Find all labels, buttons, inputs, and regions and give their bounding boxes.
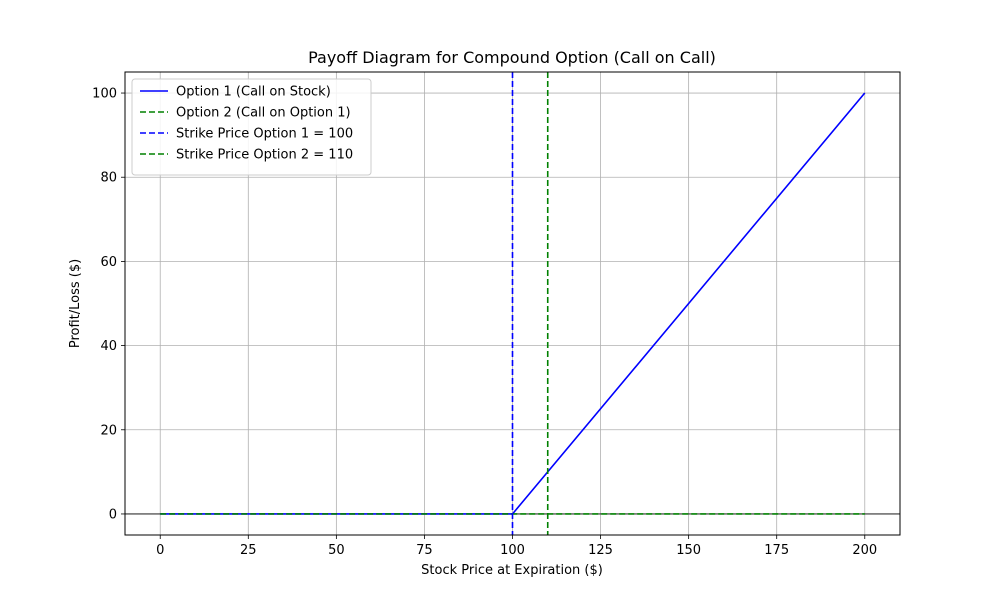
x-tick-label: 100 <box>500 543 525 558</box>
legend-label: Strike Price Option 2 = 110 <box>176 148 353 163</box>
x-tick-label: 0 <box>156 543 164 558</box>
legend-label: Strike Price Option 1 = 100 <box>176 127 353 142</box>
y-tick-label: 40 <box>100 339 117 354</box>
y-axis-label: Profit/Loss ($) <box>68 259 83 348</box>
x-tick-label: 150 <box>676 543 701 558</box>
x-ticks: 0 25 50 75 100 125 150 175 200 <box>156 535 877 558</box>
x-tick-label: 125 <box>588 543 613 558</box>
x-tick-label: 75 <box>416 543 433 558</box>
y-tick-label: 60 <box>100 255 117 270</box>
legend-label: Option 2 (Call on Option 1) <box>176 106 351 121</box>
chart-title: Payoff Diagram for Compound Option (Call… <box>308 48 716 67</box>
x-tick-label: 50 <box>328 543 345 558</box>
x-axis-label: Stock Price at Expiration ($) <box>421 563 603 578</box>
y-ticks: 0 20 40 60 80 100 <box>92 87 125 522</box>
x-tick-label: 200 <box>852 543 877 558</box>
y-tick-label: 100 <box>92 87 117 102</box>
x-tick-label: 175 <box>764 543 789 558</box>
y-tick-label: 20 <box>100 423 117 438</box>
series-layer <box>125 72 900 535</box>
legend: Option 1 (Call on Stock) Option 2 (Call o… <box>131 78 372 176</box>
x-tick-label: 25 <box>240 543 257 558</box>
y-tick-label: 0 <box>109 507 117 522</box>
legend-label: Option 1 (Call on Stock) <box>176 85 331 100</box>
y-tick-label: 80 <box>100 171 117 186</box>
legend-box <box>131 78 372 176</box>
